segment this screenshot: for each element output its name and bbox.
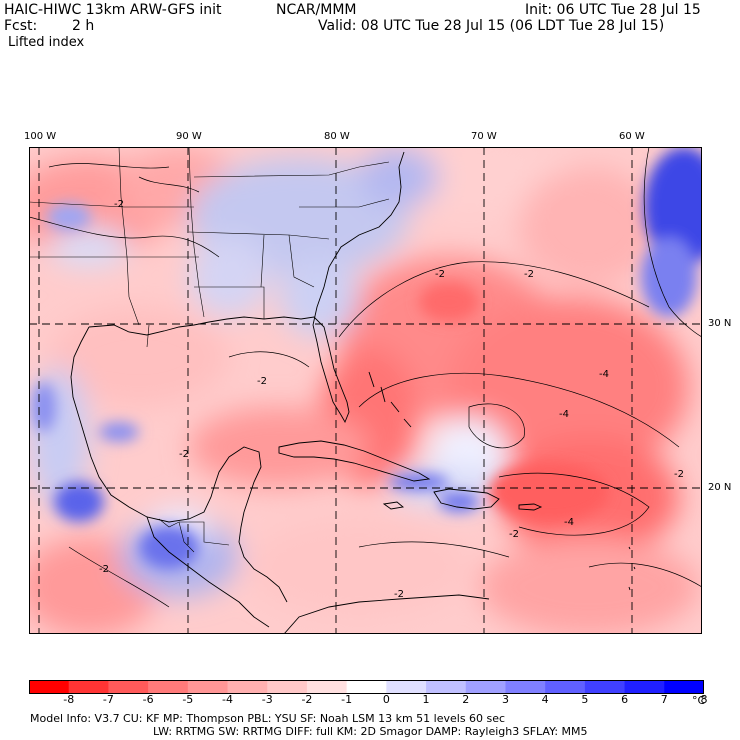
colorbar-swatch — [29, 680, 70, 694]
colorbar-swatch — [267, 680, 308, 694]
colorbar-unit: °C — [692, 694, 706, 707]
colorbar-tick-label: -6 — [142, 693, 154, 706]
lat-label-30n: 30 N — [708, 318, 732, 329]
model-title: HAIC-HIWC 13km ARW-GFS init — [4, 2, 222, 18]
contour-label: -2 — [179, 449, 189, 460]
colorbar-tick-label: -5 — [182, 693, 194, 706]
colorbar-swatch — [346, 680, 387, 694]
colorbar-swatch — [227, 680, 268, 694]
contour-label: -2 — [674, 469, 684, 480]
lon-label-60w: 60 W — [619, 131, 645, 142]
contour-label: -2 — [257, 376, 267, 387]
colorbar-swatch — [148, 680, 189, 694]
contour-label: -4 — [559, 409, 569, 420]
colorbar — [29, 680, 704, 694]
colorbar-swatch — [664, 680, 704, 694]
colorbar-tick-label: 6 — [621, 693, 629, 706]
contour-label: -2 — [524, 269, 534, 280]
init-time: Init: 06 UTC Tue 28 Jul 15 — [525, 2, 701, 18]
model-info-line1: Model Info: V3.7 CU: KF MP: Thompson PBL… — [30, 712, 506, 725]
colorbar-tick-label: -7 — [102, 693, 114, 706]
contour-label: -2 — [394, 589, 404, 600]
map-frame — [29, 147, 702, 634]
colorbar-swatch — [68, 680, 109, 694]
colorbar-swatch — [426, 680, 467, 694]
colorbar-tick-label: 8 — [700, 693, 708, 706]
model-info-line2: LW: RRTMG SW: RRTMG DIFF: full KM: 2D Sm… — [153, 725, 588, 738]
colorbar-swatch — [306, 680, 348, 694]
lifted-index-map: -2 -2 -2 -2 -2 -2 -2 -2 -2 -4 -4 -4 — [29, 147, 702, 634]
contour-label: -4 — [564, 517, 574, 528]
colorbar-tick-label: -2 — [301, 693, 313, 706]
graticule — [29, 147, 702, 634]
colorbar-tick-label: -3 — [261, 693, 273, 706]
colorbar-tick-label: 4 — [541, 693, 549, 706]
contour-label: -4 — [599, 369, 609, 380]
field-name: Lifted index — [8, 35, 85, 50]
colorbar-tick-label: 3 — [501, 693, 509, 706]
shaded-field — [29, 147, 702, 634]
colorbar-swatch — [386, 680, 427, 694]
lon-label-70w: 70 W — [471, 131, 497, 142]
forecast-hour: 2 h — [72, 18, 95, 34]
colorbar-swatch — [505, 680, 546, 694]
lon-label-80w: 80 W — [324, 131, 350, 142]
contour-lines — [29, 147, 702, 608]
colorbar-tick-label: 2 — [462, 693, 470, 706]
colorbar-tick-label: -1 — [341, 693, 353, 706]
lon-label-100w: 100 W — [24, 131, 57, 142]
forecast-label: Fcst: — [4, 18, 38, 34]
colorbar-swatch — [108, 680, 149, 694]
contour-label: -2 — [509, 529, 519, 540]
colorbar-swatch — [187, 680, 229, 694]
colorbar-tick-label: -4 — [222, 693, 233, 706]
state-borders — [29, 147, 390, 553]
colorbar-tick-label: 7 — [660, 693, 668, 706]
colorbar-swatch — [584, 680, 626, 694]
colorbar-tick-label: 5 — [581, 693, 589, 706]
colorbar-tick-label: 0 — [382, 693, 390, 706]
lon-label-90w: 90 W — [176, 131, 202, 142]
colorbar-tick-label: 1 — [422, 693, 430, 706]
contour-label: -2 — [99, 564, 109, 575]
colorbar-swatch — [545, 680, 586, 694]
colorbar-swatch — [465, 680, 506, 694]
contour-label: -2 — [114, 199, 124, 210]
coastlines — [70, 151, 636, 634]
colorbar-swatch — [624, 680, 665, 694]
organization: NCAR/MMM — [276, 2, 357, 18]
valid-time: Valid: 08 UTC Tue 28 Jul 15 (06 LDT Tue … — [318, 18, 665, 34]
contour-label: -2 — [435, 269, 445, 280]
lat-label-20n: 20 N — [708, 482, 732, 493]
colorbar-tick-label: -8 — [63, 693, 75, 706]
